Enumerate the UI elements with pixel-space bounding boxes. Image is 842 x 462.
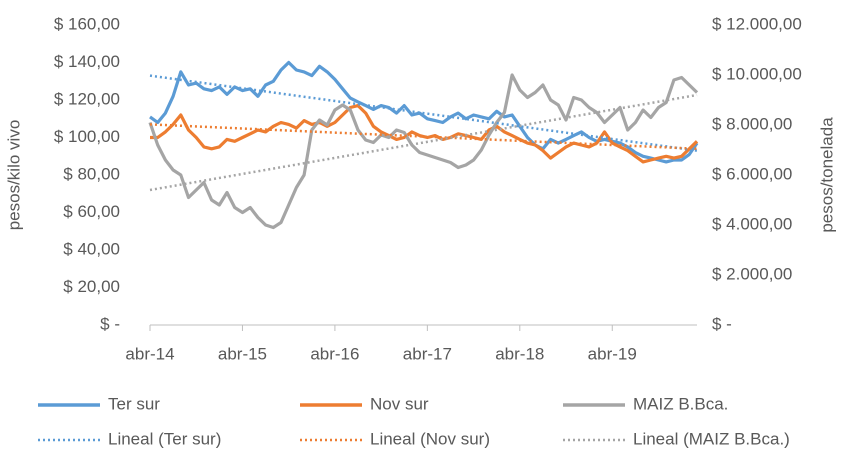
legend-label: Lineal (Nov sur) xyxy=(370,429,490,448)
y2-tick-label: $ - xyxy=(712,314,732,333)
y-tick-label: $ 40,00 xyxy=(63,239,120,258)
y2-tick-label: $ 6.000,00 xyxy=(712,164,792,183)
y-tick-label: $ 140,00 xyxy=(54,52,120,71)
x-tick-label: abr-14 xyxy=(125,344,174,363)
y-tick-label: $ 20,00 xyxy=(63,277,120,296)
y2-tick-label: $ 8.000,00 xyxy=(712,114,792,133)
legend-label: Lineal (MAIZ B.Bca.) xyxy=(633,429,790,448)
x-tick-label: abr-15 xyxy=(218,344,267,363)
y-tick-label: $ 80,00 xyxy=(63,164,120,183)
y-tick-label: $ 100,00 xyxy=(54,127,120,146)
y2-tick-label: $ 10.000,00 xyxy=(712,64,802,83)
y-tick-label: $ - xyxy=(100,314,120,333)
x-tick-label: abr-18 xyxy=(495,344,544,363)
y-tick-label: $ 120,00 xyxy=(54,89,120,108)
legend-label: Ter sur xyxy=(108,394,160,413)
legend-label: Nov sur xyxy=(370,394,429,413)
series-line xyxy=(148,73,699,230)
x-tick-label: abr-19 xyxy=(588,344,637,363)
y2-tick-label: $ 4.000,00 xyxy=(712,214,792,233)
trend-line xyxy=(149,74,698,152)
y-tick-label: $ 160,00 xyxy=(54,14,120,33)
y-tick-label: $ 60,00 xyxy=(63,202,120,221)
x-tick-label: abr-17 xyxy=(403,344,452,363)
trend-line xyxy=(149,123,698,150)
series-line xyxy=(150,104,699,164)
y2-axis-title: pesos/tonelada xyxy=(817,117,836,233)
y2-tick-label: $ 2.000,00 xyxy=(712,264,792,283)
y2-tick-label: $ 12.000,00 xyxy=(712,14,802,33)
legend-label: Lineal (Ter sur) xyxy=(108,429,221,448)
series-line xyxy=(149,60,699,164)
legend-label: MAIZ B.Bca. xyxy=(633,394,728,413)
y-axis-title: pesos/kilo vivo xyxy=(4,120,23,231)
x-tick-label: abr-16 xyxy=(310,344,359,363)
